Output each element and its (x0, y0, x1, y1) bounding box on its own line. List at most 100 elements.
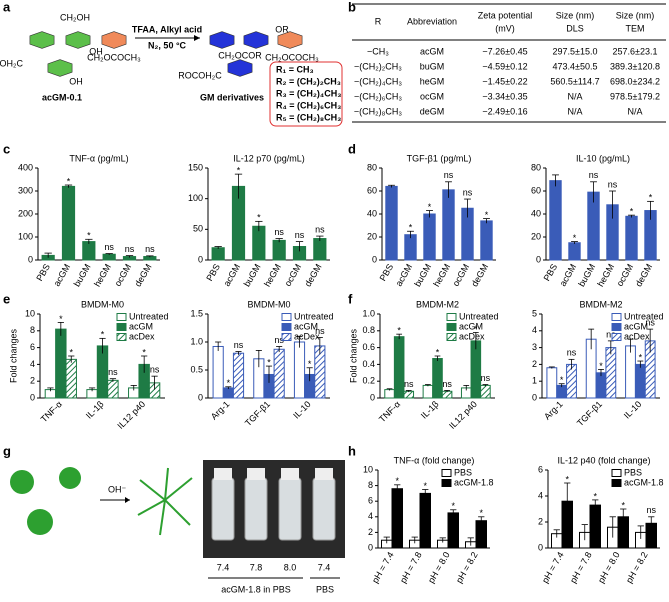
y-tick-label: 1 (532, 376, 537, 386)
vials (211, 477, 336, 541)
x-tick-label: ocGM (283, 262, 304, 288)
x-tick-label: pH = 7.4 (370, 550, 396, 585)
y-tick-label: 6 (368, 496, 373, 506)
bar (107, 379, 119, 399)
x-tick-label: buGM (576, 262, 597, 288)
bar (589, 504, 601, 549)
panel-label: a (3, 0, 11, 14)
significance-label: * (639, 352, 643, 362)
bar (423, 213, 436, 261)
legend-label: PBS (454, 467, 472, 477)
y-tick-label: 6 (538, 464, 543, 474)
x-tick-label: IL12 p40 (447, 399, 479, 431)
significance-label: ns (274, 335, 284, 345)
y-tick-label: 8 (368, 480, 373, 490)
significance-label: * (395, 476, 399, 486)
bar (419, 492, 431, 549)
column-header: Size (nm) (556, 10, 595, 20)
x-tick-label: TNF-α (377, 399, 402, 424)
atom-label: CH₂OCOCH₃ (87, 52, 141, 62)
significance-label: * (237, 166, 241, 176)
bar (384, 389, 395, 399)
panel-label: e (3, 291, 10, 306)
significance-label: ns (150, 365, 160, 375)
x-tick-label: pH = 8.0 (596, 550, 622, 585)
arrow-head (194, 35, 200, 41)
bar (232, 352, 245, 399)
bar (470, 340, 482, 399)
y-tick-label: 0 (372, 254, 377, 264)
legend-swatch (441, 479, 452, 487)
y-tick-label: 20 (531, 231, 541, 241)
x-tick-label: ocGM (451, 262, 472, 288)
x-tick-label: IL-1β (419, 399, 441, 421)
chart-title: IL-12 p70 (pg/mL) (233, 153, 305, 163)
y-tick-label: 2 (532, 359, 537, 369)
x-tick-label: PBS (204, 262, 222, 283)
bar (447, 512, 459, 549)
y-tick-label: 0 (368, 542, 373, 552)
y-tick-label: 0.4 (362, 359, 375, 369)
legend-label: acGM (129, 321, 153, 331)
bar (65, 358, 77, 399)
x-tick-label: pH = 8.2 (624, 550, 650, 585)
bar (272, 239, 286, 261)
bar (404, 234, 417, 261)
significance-label: * (397, 326, 401, 336)
panel-label: b (348, 0, 356, 14)
bar (556, 384, 568, 399)
x-tick-label: pH = 7.4 (540, 550, 566, 585)
legend-label: Untreated (459, 311, 499, 321)
ph-label: 8.0 (284, 562, 297, 572)
significance-label: * (599, 361, 603, 371)
y-tick-label: 10 (25, 308, 35, 318)
panel-label: g (3, 443, 11, 458)
bar (634, 363, 646, 399)
bar (480, 384, 491, 399)
x-tick-label: pH = 7.8 (568, 550, 594, 585)
bar (595, 372, 607, 399)
bar (252, 225, 266, 261)
y-tick-label: 8 (30, 325, 35, 335)
significance-label: * (593, 491, 597, 501)
x-tick-label: acGM (558, 262, 579, 288)
bar (480, 220, 493, 261)
significance-label: * (267, 357, 271, 367)
significance-label: ns (274, 227, 284, 237)
significance-label: ns (444, 170, 454, 180)
column-header: DLS (566, 23, 584, 33)
x-tick-label: deGM (633, 262, 654, 288)
sugar-ring (47, 59, 73, 77)
x-tick-label: acGM (52, 262, 73, 288)
table-cell: −(CH₂)₈CH₃ (354, 106, 402, 116)
significance-label: ns (145, 244, 155, 254)
y-tick-label: 4 (538, 490, 543, 500)
bar (403, 390, 415, 399)
significance-label: * (409, 223, 413, 233)
legend-label: acDex (294, 331, 320, 341)
particles (10, 467, 81, 535)
x-tick-label: heGM (431, 262, 452, 288)
bar (385, 185, 398, 261)
panel-label: c (3, 141, 10, 156)
x-tick-label: buGM (72, 262, 93, 288)
table-cell: 473.4±50.5 (553, 61, 598, 71)
table-cell: 297.5±15.0 (553, 46, 598, 56)
y-tick-label: 0.2 (362, 376, 375, 386)
significance-label: ns (589, 170, 599, 180)
y-tick-label: 4 (368, 511, 373, 521)
legend-swatch (441, 469, 452, 477)
bar (96, 345, 109, 399)
y-tick-label: 4 (532, 325, 537, 335)
x-tick-label: ocGM (615, 262, 636, 288)
y-tick-label: 0 (536, 254, 541, 264)
y-tick-label: 1.5 (190, 308, 203, 318)
bar (441, 390, 453, 399)
significance-label: ns (125, 244, 135, 254)
significance-label: * (87, 231, 91, 241)
legend-swatch (611, 479, 622, 487)
table-cell: −(CH₂)₆CH₃ (354, 91, 402, 101)
table-cell: −(CH₂)₄CH₃ (354, 76, 402, 86)
panel-label: d (348, 141, 356, 156)
x-tick-label: buGM (242, 262, 263, 288)
